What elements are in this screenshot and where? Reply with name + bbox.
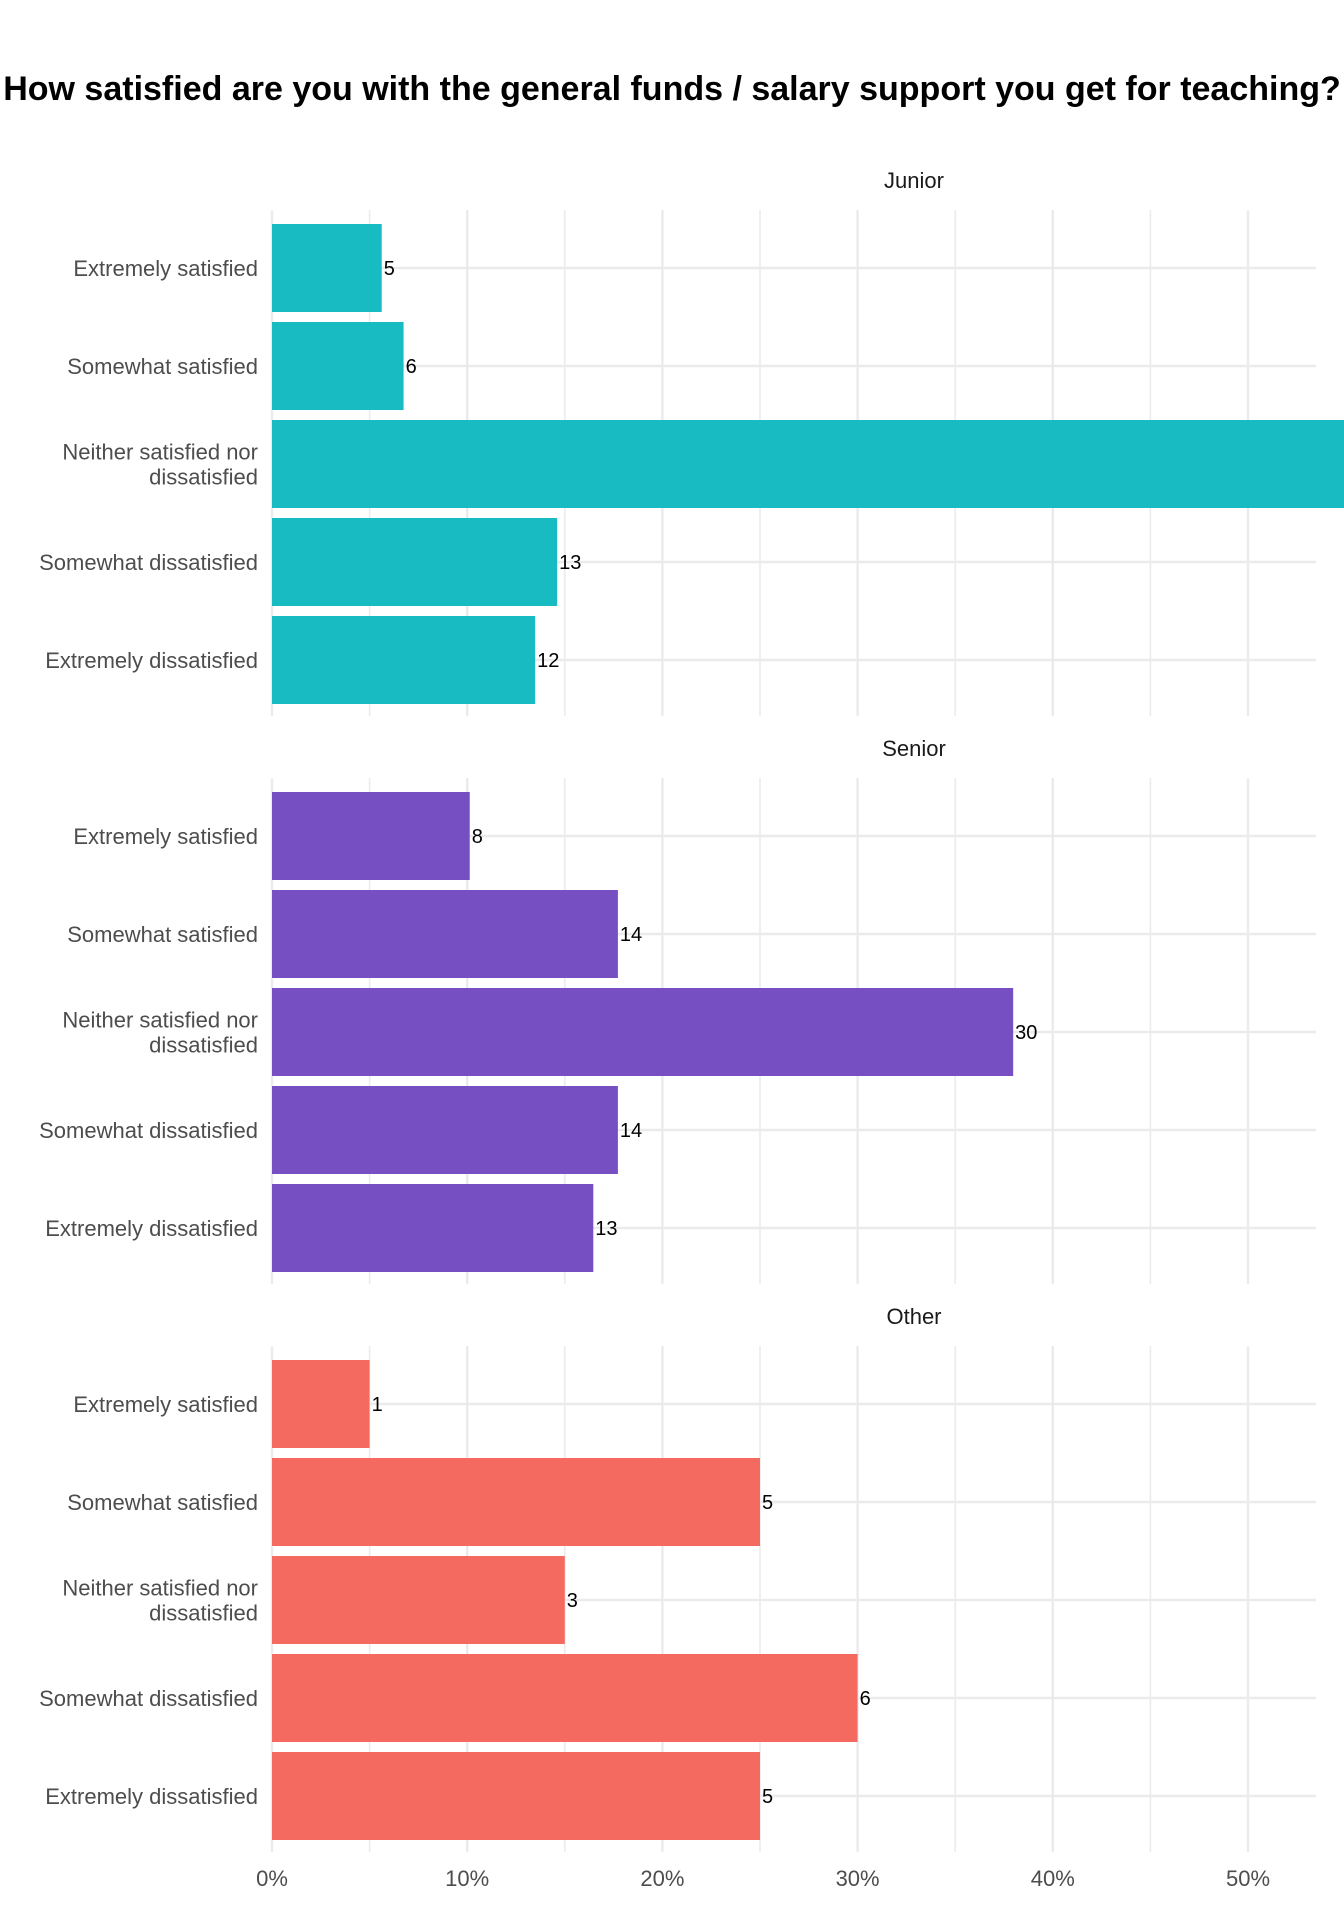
category-label: Somewhat satisfied bbox=[67, 354, 258, 379]
category-label: Somewhat dissatisfied bbox=[39, 550, 258, 575]
bar-value-label: 5 bbox=[384, 258, 395, 280]
x-tick-label: 50% bbox=[1226, 1866, 1270, 1891]
bar-value-label: 14 bbox=[620, 1120, 642, 1142]
category-label: Somewhat dissatisfied bbox=[39, 1118, 258, 1143]
bar-other-2 bbox=[272, 1458, 760, 1546]
category-label: Extremely dissatisfied bbox=[45, 1784, 258, 1809]
bar-senior-2 bbox=[272, 890, 618, 978]
category-label: Somewhat satisfied bbox=[67, 1490, 258, 1515]
bar-junior-4 bbox=[272, 518, 558, 606]
bar-senior-1 bbox=[272, 792, 470, 880]
category-label: Neither satisfied nor dissatisfied bbox=[62, 1008, 258, 1058]
bar-value-label: 13 bbox=[595, 1218, 617, 1240]
bar-junior-1 bbox=[272, 224, 382, 312]
bar-value-label: 6 bbox=[860, 1688, 871, 1710]
bar-value-label: 6 bbox=[406, 356, 417, 378]
x-tick-label: 40% bbox=[1031, 1866, 1075, 1891]
x-tick-label: 20% bbox=[640, 1866, 684, 1891]
category-label: Neither satisfied nor dissatisfied bbox=[62, 1576, 258, 1626]
category-label: Extremely satisfied bbox=[73, 1392, 258, 1417]
panel-label-junior: Junior bbox=[884, 168, 944, 193]
category-label: Extremely satisfied bbox=[73, 824, 258, 849]
x-tick-label: 30% bbox=[836, 1866, 880, 1891]
bar-value-label: 30 bbox=[1015, 1022, 1037, 1044]
bar-value-label: 14 bbox=[620, 924, 642, 946]
x-tick-label: 0% bbox=[256, 1866, 288, 1891]
bar-value-label: 13 bbox=[559, 552, 581, 574]
category-label: Somewhat dissatisfied bbox=[39, 1686, 258, 1711]
category-label: Extremely satisfied bbox=[73, 256, 258, 281]
bar-value-label: 8 bbox=[472, 826, 483, 848]
bar-value-label: 3 bbox=[567, 1590, 578, 1612]
bar-value-label: 5 bbox=[762, 1786, 773, 1808]
bar-value-label: 5 bbox=[762, 1492, 773, 1514]
bar-value-label: 1 bbox=[372, 1394, 383, 1416]
bar-junior-5 bbox=[272, 616, 536, 704]
panel-label-other: Other bbox=[886, 1304, 941, 1329]
bar-junior-2 bbox=[272, 322, 404, 410]
bar-other-1 bbox=[272, 1360, 370, 1448]
bar-other-4 bbox=[272, 1654, 858, 1742]
bar-value-label: 12 bbox=[537, 650, 559, 672]
category-label: Extremely dissatisfied bbox=[45, 1216, 258, 1241]
bar-junior-3 bbox=[272, 420, 1344, 508]
bar-other-3 bbox=[272, 1556, 565, 1644]
category-label: Somewhat satisfied bbox=[67, 922, 258, 947]
bar-other-5 bbox=[272, 1752, 760, 1840]
panel-label-senior: Senior bbox=[882, 736, 946, 761]
bar-senior-5 bbox=[272, 1184, 594, 1272]
bar-senior-3 bbox=[272, 988, 1014, 1076]
bar-senior-4 bbox=[272, 1086, 618, 1174]
chart-title: How satisfied are you with the general f… bbox=[3, 70, 1341, 108]
category-label: Neither satisfied nor dissatisfied bbox=[62, 440, 258, 490]
x-tick-label: 10% bbox=[445, 1866, 489, 1891]
category-label: Extremely dissatisfied bbox=[45, 648, 258, 673]
